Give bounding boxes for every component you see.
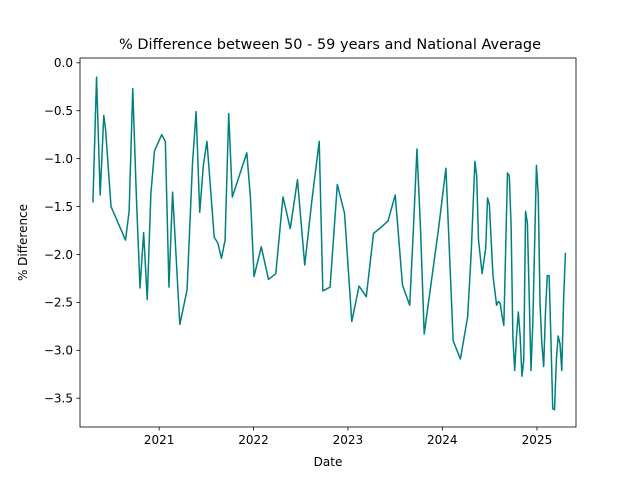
y-tick-label: −0.5 [44,104,73,118]
series-line [92,76,567,411]
x-axis-title: Date [314,455,343,469]
x-tick-label: 2021 [144,433,175,447]
plot-frame [79,57,577,428]
x-axis: 2021 2022 2023 2024 2025 [144,427,552,447]
x-tick-label: 2024 [427,433,458,447]
y-tick-label: −3.5 [44,392,73,406]
y-tick-label: −1.5 [44,200,73,214]
y-tick-label: −2.5 [44,296,73,310]
x-tick-label: 2023 [333,433,364,447]
y-tick-label: −2.0 [44,248,73,262]
y-axis-title: % Difference [16,204,30,281]
y-axis: 0.0 −0.5 −1.0 −1.5 −2.0 −2.5 −3.0 −3.5 [44,56,80,406]
plot-background [80,58,576,427]
y-tick-label: −1.0 [44,152,73,166]
x-tick-label: 2025 [522,433,553,447]
y-tick-label: −3.0 [44,344,73,358]
x-tick-label: 2022 [238,433,269,447]
chart-title: % Difference between 50 - 59 years and N… [119,37,541,53]
y-tick-label: 0.0 [54,56,73,70]
plot-area [79,57,577,428]
